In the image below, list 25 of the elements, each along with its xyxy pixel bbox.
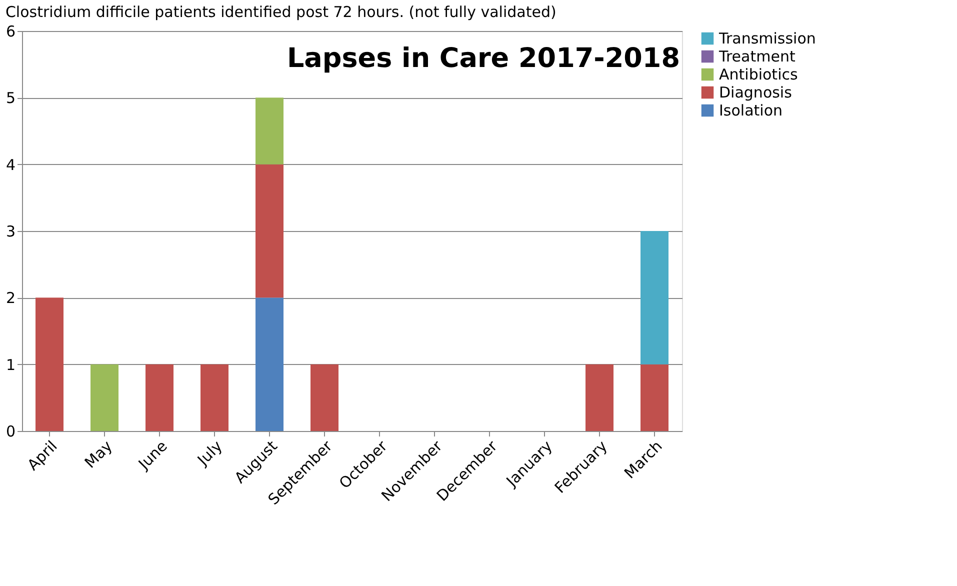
- bar: [90, 364, 118, 431]
- y-tick-label: 5: [6, 89, 16, 108]
- bar: [200, 364, 228, 431]
- bar: [146, 364, 174, 431]
- legend-label: Transmission: [718, 30, 816, 48]
- y-tick-label: 4: [6, 156, 16, 174]
- y-tick-label: 0: [6, 422, 16, 440]
- bar: [640, 231, 668, 364]
- bar: [256, 98, 284, 164]
- legend-label: Antibiotics: [719, 66, 798, 84]
- legend-label: Diagnosis: [719, 84, 792, 102]
- text: Clostridium difficile patients identified post 72 hours. (not fully validated): [5, 3, 556, 21]
- legend-label: Isolation: [719, 102, 783, 120]
- y-tick-label: 6: [6, 22, 16, 40]
- bar: [36, 298, 64, 431]
- bar: [586, 364, 614, 431]
- legend-label: Treatment: [718, 48, 796, 66]
- y-tick-label: 1: [6, 356, 16, 374]
- y-tick-label: 2: [6, 289, 16, 308]
- bar: [310, 364, 338, 431]
- bar: [256, 298, 284, 431]
- chart-title: Lapses in Care 2017-2018: [286, 43, 680, 74]
- bar: [256, 164, 284, 298]
- y-tick-label: 3: [6, 222, 16, 240]
- bar: [640, 364, 668, 431]
